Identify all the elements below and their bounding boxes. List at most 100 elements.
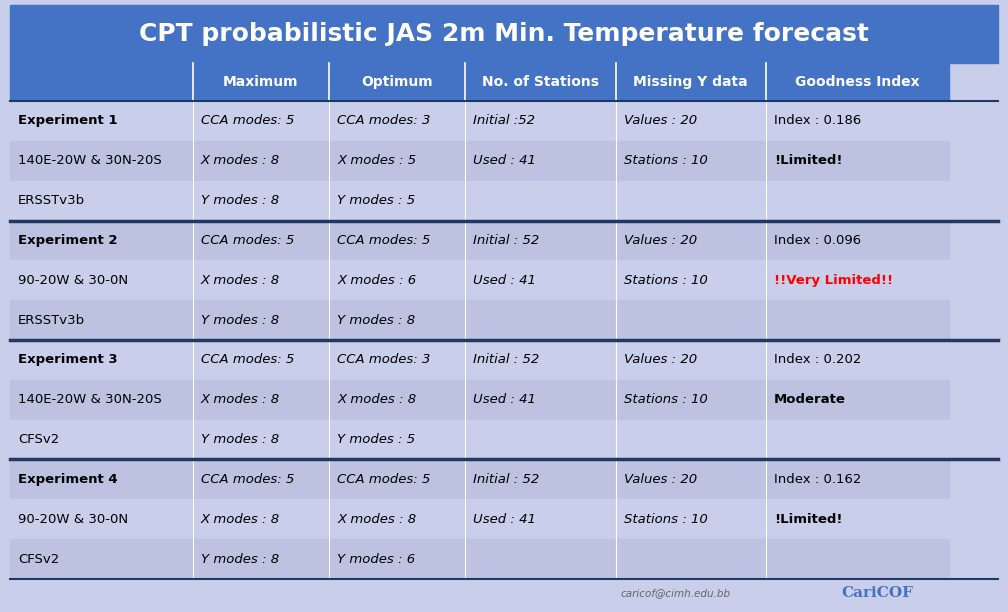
Text: CPT probabilistic JAS 2m Min. Temperature forecast: CPT probabilistic JAS 2m Min. Temperatur… — [139, 22, 869, 46]
Bar — [193, 101, 330, 141]
Text: Y modes : 8: Y modes : 8 — [201, 313, 279, 327]
Text: X modes : 8: X modes : 8 — [201, 154, 280, 167]
Text: CCA modes: 5: CCA modes: 5 — [337, 234, 430, 247]
Bar — [330, 380, 466, 420]
Bar — [616, 220, 766, 260]
Bar — [10, 220, 193, 260]
Text: Missing Y data: Missing Y data — [633, 75, 748, 89]
Text: Y modes : 5: Y modes : 5 — [337, 433, 415, 446]
Text: Experiment 4: Experiment 4 — [18, 473, 118, 486]
Text: CFSv2: CFSv2 — [18, 433, 59, 446]
Bar — [193, 460, 330, 499]
Bar — [616, 300, 766, 340]
Text: Initial : 52: Initial : 52 — [474, 473, 539, 486]
Bar — [466, 380, 616, 420]
Bar — [766, 260, 949, 300]
Text: Maximum: Maximum — [223, 75, 298, 89]
Text: Initial : 52: Initial : 52 — [474, 353, 539, 367]
Bar — [616, 63, 766, 101]
Text: X modes : 5: X modes : 5 — [337, 154, 416, 167]
Text: !Limited!: !Limited! — [774, 154, 843, 167]
Bar — [193, 220, 330, 260]
Text: CCA modes: 5: CCA modes: 5 — [201, 234, 294, 247]
Text: CCA modes: 5: CCA modes: 5 — [201, 473, 294, 486]
Bar — [616, 380, 766, 420]
Bar — [766, 300, 949, 340]
Text: Goodness Index: Goodness Index — [795, 75, 919, 89]
Bar — [330, 220, 466, 260]
Text: Initial : 52: Initial : 52 — [474, 234, 539, 247]
Bar — [466, 260, 616, 300]
Bar — [330, 101, 466, 141]
Text: Used : 41: Used : 41 — [474, 274, 536, 287]
Text: X modes : 6: X modes : 6 — [337, 274, 416, 287]
Text: Index : 0.202: Index : 0.202 — [774, 353, 861, 367]
Bar — [616, 340, 766, 380]
Bar — [193, 340, 330, 380]
Text: Used : 41: Used : 41 — [474, 513, 536, 526]
Bar — [616, 181, 766, 220]
Bar — [330, 460, 466, 499]
Bar — [193, 260, 330, 300]
Text: CCA modes: 5: CCA modes: 5 — [201, 114, 294, 127]
Text: !!Very Limited!!: !!Very Limited!! — [774, 274, 893, 287]
Text: Y modes : 8: Y modes : 8 — [201, 194, 279, 207]
Bar — [330, 499, 466, 539]
Text: Index : 0.096: Index : 0.096 — [774, 234, 861, 247]
Text: 140E-20W & 30N-20S: 140E-20W & 30N-20S — [18, 154, 161, 167]
Bar — [330, 141, 466, 181]
Bar — [10, 63, 193, 101]
Bar — [10, 539, 193, 579]
Text: No. of Stations: No. of Stations — [482, 75, 599, 89]
Bar — [466, 181, 616, 220]
Text: Stations : 10: Stations : 10 — [624, 274, 708, 287]
Text: ERSSTv3b: ERSSTv3b — [18, 313, 85, 327]
Bar — [616, 420, 766, 460]
Text: Index : 0.162: Index : 0.162 — [774, 473, 861, 486]
Text: Optimum: Optimum — [362, 75, 433, 89]
Text: Values : 20: Values : 20 — [624, 353, 697, 367]
Bar — [193, 141, 330, 181]
Bar — [466, 340, 616, 380]
Text: Values : 20: Values : 20 — [624, 114, 697, 127]
Bar — [466, 420, 616, 460]
Text: X modes : 8: X modes : 8 — [337, 513, 416, 526]
Text: CCA modes: 5: CCA modes: 5 — [337, 473, 430, 486]
Text: Used : 41: Used : 41 — [474, 394, 536, 406]
Bar — [616, 101, 766, 141]
Bar — [10, 579, 998, 607]
Bar — [10, 420, 193, 460]
Text: Values : 20: Values : 20 — [624, 234, 697, 247]
Text: Y modes : 5: Y modes : 5 — [337, 194, 415, 207]
Bar — [330, 181, 466, 220]
Bar — [616, 539, 766, 579]
Text: X modes : 8: X modes : 8 — [201, 513, 280, 526]
Text: CFSv2: CFSv2 — [18, 553, 59, 565]
Bar — [616, 499, 766, 539]
Bar — [766, 63, 949, 101]
Text: Moderate: Moderate — [774, 394, 846, 406]
Bar — [466, 220, 616, 260]
Bar — [193, 499, 330, 539]
Bar — [10, 181, 193, 220]
Bar — [193, 300, 330, 340]
Text: 90-20W & 30-0N: 90-20W & 30-0N — [18, 274, 128, 287]
Bar — [616, 141, 766, 181]
Text: Y modes : 8: Y modes : 8 — [337, 313, 415, 327]
Bar — [766, 220, 949, 260]
Text: Values : 20: Values : 20 — [624, 473, 697, 486]
Bar — [466, 499, 616, 539]
Bar — [766, 499, 949, 539]
Bar — [193, 539, 330, 579]
Bar — [330, 340, 466, 380]
Text: X modes : 8: X modes : 8 — [201, 394, 280, 406]
Text: Experiment 3: Experiment 3 — [18, 353, 118, 367]
Bar — [10, 460, 193, 499]
Bar — [10, 300, 193, 340]
Bar — [10, 380, 193, 420]
Bar — [616, 260, 766, 300]
Bar — [330, 260, 466, 300]
Text: Y modes : 8: Y modes : 8 — [201, 433, 279, 446]
Bar — [10, 141, 193, 181]
Bar — [466, 539, 616, 579]
